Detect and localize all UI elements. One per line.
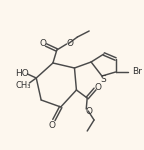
Text: O: O <box>66 39 73 48</box>
Text: O: O <box>94 82 102 91</box>
Text: O: O <box>40 39 47 48</box>
Text: O: O <box>48 122 55 130</box>
Text: CH₃: CH₃ <box>16 81 31 90</box>
Text: O: O <box>86 108 93 117</box>
Text: Br: Br <box>132 68 142 76</box>
Text: S: S <box>100 75 106 84</box>
Text: HO: HO <box>15 69 28 78</box>
